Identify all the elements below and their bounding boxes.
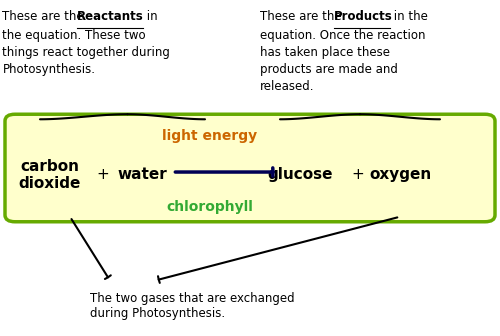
Text: The two gases that are exchanged
during Photosynthesis.: The two gases that are exchanged during … xyxy=(90,292,294,320)
Text: in the: in the xyxy=(390,10,428,23)
Text: These are the: These are the xyxy=(260,10,346,23)
FancyBboxPatch shape xyxy=(5,114,495,222)
Text: +: + xyxy=(96,167,109,182)
Text: light energy: light energy xyxy=(162,129,258,143)
Text: equation. Once the reaction
has taken place these
products are made and
released: equation. Once the reaction has taken pl… xyxy=(260,29,426,92)
Text: These are the: These are the xyxy=(2,10,88,23)
Text: Products: Products xyxy=(334,10,393,23)
Text: the equation. These two
things react together during
Photosynthesis.: the equation. These two things react tog… xyxy=(2,29,170,76)
Text: water: water xyxy=(118,167,168,182)
Text: carbon
dioxide: carbon dioxide xyxy=(19,159,81,191)
Text: chlorophyll: chlorophyll xyxy=(166,200,254,214)
Text: oxygen: oxygen xyxy=(369,167,431,182)
Text: Reactants: Reactants xyxy=(76,10,144,23)
Text: glucose: glucose xyxy=(267,167,333,182)
Text: +: + xyxy=(351,167,364,182)
Text: in: in xyxy=(143,10,158,23)
